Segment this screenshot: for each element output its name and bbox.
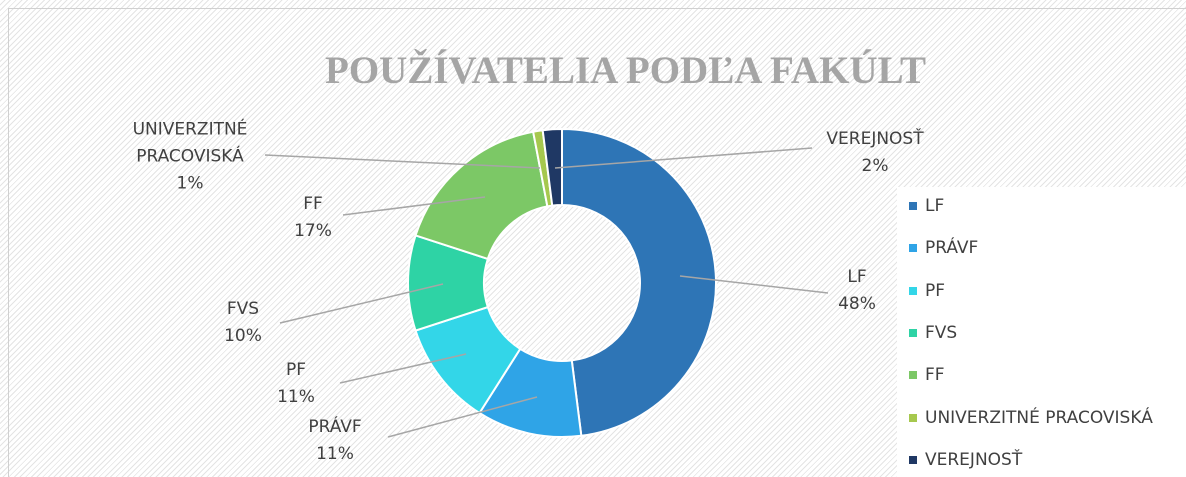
data-label-category: PRÁVF — [308, 417, 362, 437]
legend-item: VEREJNOSŤ — [909, 450, 1022, 470]
legend-swatch — [909, 328, 917, 337]
data-label: LF 48% — [838, 264, 876, 318]
leader-line — [339, 353, 467, 384]
leader-line — [387, 396, 538, 438]
legend: LF PRÁVF PF FVS FF UNIVERZITNÉ PRACOVISKÁ VERE… — [897, 187, 1186, 477]
donut-slice — [541, 127, 563, 207]
legend-label: FF — [925, 365, 945, 386]
leader-line — [679, 275, 829, 294]
data-label: PF 11% — [277, 357, 315, 411]
donut-slice — [414, 130, 549, 261]
chart-title: POUŽÍVATELIA PODĽA FAKÚLT — [325, 49, 927, 92]
data-label-value: 2% — [861, 156, 889, 176]
chart-border — [8, 8, 1186, 477]
legend-swatch — [909, 244, 917, 253]
data-label-category: LF — [847, 267, 867, 287]
legend-item: PF — [909, 281, 945, 301]
data-label-value: 17% — [294, 221, 332, 241]
legend-item: PRÁVF — [909, 238, 978, 258]
data-label: UNIVERZITNÉ PRACOVISKÁ 1% — [115, 117, 265, 198]
data-label-value: 11% — [316, 444, 354, 464]
data-label-category: FVS — [226, 299, 260, 319]
leader-line — [342, 196, 486, 216]
data-label-value: 48% — [838, 294, 876, 314]
legend-label: LF — [925, 196, 945, 216]
data-label-category: FF — [303, 194, 323, 214]
data-label: PRÁVF 11% — [308, 414, 361, 468]
data-label-value: 10% — [224, 326, 262, 346]
data-label-category: PF — [285, 360, 307, 380]
legend-label: PF — [925, 280, 946, 301]
legend-swatch — [909, 286, 917, 295]
legend-item: LF — [909, 196, 944, 216]
data-label-value: 11% — [277, 387, 315, 407]
donut-slice — [561, 127, 717, 437]
data-label-category: UNIVERZITNÉ PRACOVISKÁ — [132, 119, 248, 167]
leader-line — [554, 147, 813, 169]
data-label: FVS 10% — [224, 296, 262, 350]
legend-swatch — [909, 371, 917, 380]
leader-line — [279, 283, 444, 324]
legend-swatch — [909, 202, 917, 210]
legend-label: UNIVERZITNÉ PRACOVISKÁ — [925, 407, 1153, 428]
legend-label: VEREJNOSŤ — [925, 449, 1023, 470]
data-label: FF 17% — [294, 191, 332, 245]
legend-item: FF — [909, 365, 945, 385]
legend-label: PRÁVF — [925, 238, 979, 259]
legend-swatch — [909, 455, 917, 464]
legend-item: FVS — [909, 323, 957, 343]
legend-item: UNIVERZITNÉ PRACOVISKÁ — [909, 408, 1153, 428]
legend-swatch — [909, 413, 917, 422]
data-label-category: VEREJNOSŤ — [826, 129, 924, 149]
leader-line — [264, 154, 541, 169]
data-label-value: 1% — [176, 173, 204, 194]
legend-label: FVS — [925, 322, 958, 343]
data-label: VEREJNOSŤ 2% — [826, 126, 923, 180]
